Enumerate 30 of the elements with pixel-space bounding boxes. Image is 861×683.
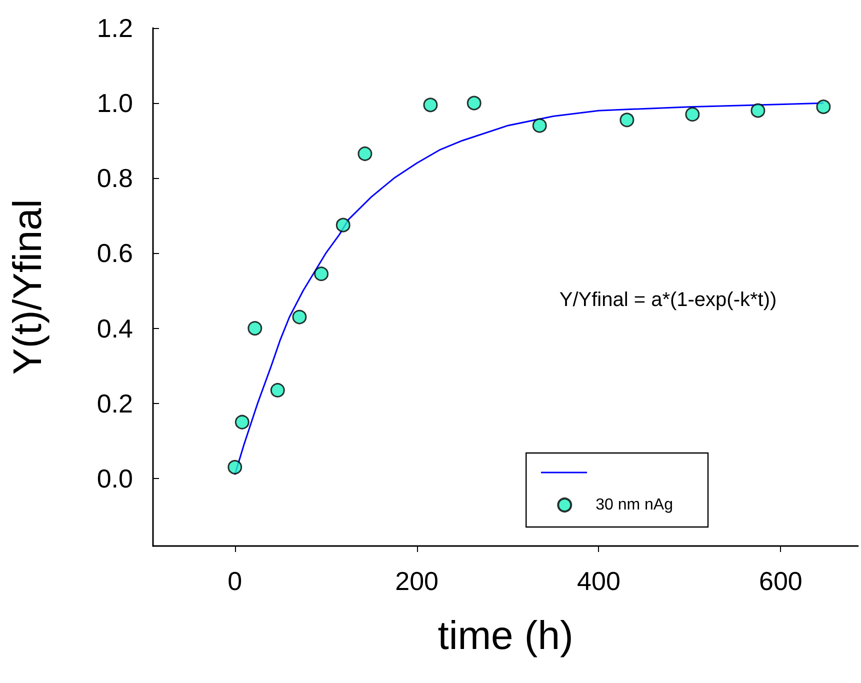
x-tick-label: 200: [395, 566, 438, 596]
point: [234, 414, 250, 430]
y-axis-title: Y(t)/Yfinal: [6, 199, 50, 375]
point: [423, 98, 438, 112]
x-tick-label: 400: [577, 566, 620, 596]
y-tick-label: 0.8: [96, 163, 133, 194]
y-tick-label: 0.6: [96, 238, 133, 268]
point: [270, 382, 285, 398]
y-tick-label: 0.0: [96, 463, 133, 494]
x-tick-label: 600: [758, 566, 802, 596]
point: [336, 218, 350, 232]
point: [314, 266, 329, 282]
x-tick-label: 0: [228, 566, 242, 596]
point: [292, 310, 307, 324]
y-tick-label: 1.2: [96, 13, 133, 43]
point: [466, 96, 482, 110]
y-tick-label: 0.2: [96, 388, 133, 418]
point: [685, 107, 700, 122]
point: [228, 460, 242, 474]
y-tick-label: 1.0: [96, 88, 133, 118]
y-tick-label: 0.4: [96, 313, 133, 344]
point: [750, 103, 766, 118]
point: [620, 112, 634, 128]
legend-label: 30 nm nAg: [596, 496, 674, 514]
annotation: Y/Yfinal = a*(1-exp(-k*t)): [559, 289, 777, 311]
point: [816, 100, 831, 114]
point: [532, 118, 547, 133]
point: [248, 321, 262, 336]
point: [358, 146, 372, 161]
x-axis-title: time (h): [438, 614, 574, 658]
